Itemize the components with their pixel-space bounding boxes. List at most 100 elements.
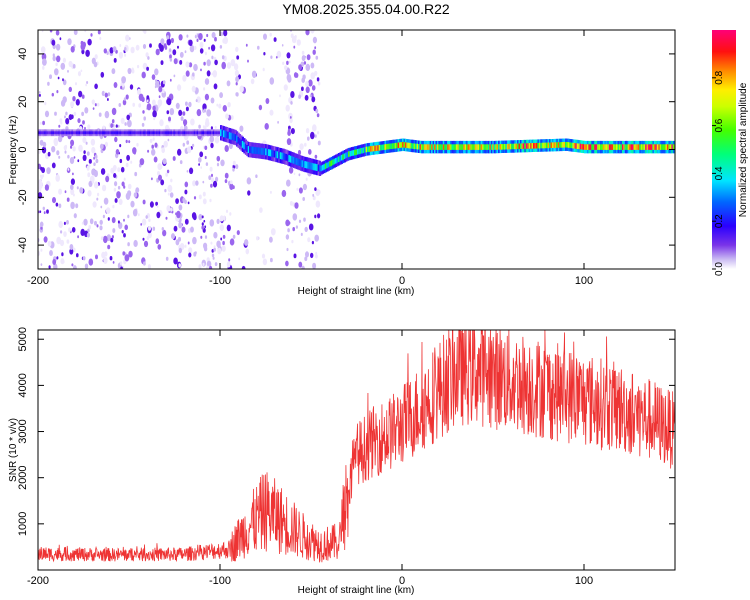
ridge-core bbox=[145, 131, 148, 135]
spectrogram-speckle bbox=[161, 88, 165, 94]
ridge-core bbox=[59, 131, 62, 135]
ridge-core bbox=[431, 144, 434, 150]
spectrogram-speckle bbox=[192, 236, 197, 245]
spectrogram-speckle bbox=[314, 46, 317, 50]
ridge-core bbox=[627, 144, 630, 150]
ridge-core bbox=[182, 131, 185, 135]
ridge-core bbox=[610, 144, 613, 150]
spectrogram-speckle bbox=[314, 214, 317, 219]
ridge-core bbox=[329, 161, 332, 167]
ridge-core bbox=[454, 144, 457, 150]
spectrogram-speckle bbox=[95, 158, 99, 164]
ridge-core bbox=[268, 149, 271, 156]
ridge-core bbox=[321, 164, 325, 171]
ridge-core bbox=[393, 143, 396, 149]
ridge-core bbox=[381, 144, 384, 151]
ridge-core bbox=[161, 131, 164, 135]
ridge-core bbox=[651, 144, 654, 150]
ridge-core bbox=[107, 131, 111, 135]
ridge-core bbox=[288, 155, 291, 162]
spectrogram-speckle bbox=[195, 99, 198, 103]
spectrogram-speckle bbox=[162, 80, 166, 85]
spectrogram-speckle bbox=[54, 68, 59, 76]
spectrogram-speckle bbox=[264, 123, 269, 130]
spectrogram-speckle bbox=[169, 54, 172, 59]
spectrogram-speckle bbox=[42, 120, 45, 126]
spectrogram-speckle bbox=[84, 107, 89, 114]
spectrogram-speckle bbox=[303, 217, 306, 222]
spectrogram-speckle bbox=[115, 124, 118, 128]
ridge-core bbox=[70, 131, 73, 135]
ridge-core bbox=[562, 142, 565, 148]
spectrogram-speckle bbox=[121, 181, 125, 187]
spectrogram-speckle bbox=[120, 166, 125, 173]
ridge-core bbox=[281, 152, 284, 160]
ridge-core bbox=[423, 144, 426, 150]
ridge-core bbox=[556, 142, 559, 148]
spectrogram-speckle bbox=[199, 41, 204, 49]
spectrogram-speckle bbox=[114, 136, 118, 143]
ridge-core bbox=[409, 142, 412, 149]
ridge-core bbox=[262, 148, 265, 155]
spectrogram-speckle bbox=[199, 151, 204, 158]
ridge-core bbox=[147, 131, 150, 135]
spectrogram-speckle bbox=[91, 146, 96, 154]
spectrogram-speckle bbox=[68, 60, 73, 68]
spectrogram-speckle bbox=[229, 238, 235, 246]
spectrogram-speckle bbox=[226, 62, 232, 69]
ridge-core bbox=[483, 144, 486, 150]
spectrogram-speckle bbox=[47, 151, 51, 157]
spectrogram-speckle bbox=[208, 46, 211, 50]
ridge-core bbox=[544, 142, 547, 149]
spectrogram-speckle bbox=[304, 256, 308, 262]
ridge-core bbox=[458, 144, 461, 150]
spectrogram-speckle bbox=[126, 114, 130, 121]
ridge-core bbox=[78, 131, 81, 135]
ridge-core bbox=[74, 131, 77, 135]
spectrogram-speckle bbox=[56, 236, 62, 245]
ridge-core bbox=[330, 160, 333, 166]
spectrogram-speckle bbox=[226, 224, 231, 232]
spectrogram-speckle bbox=[317, 140, 321, 146]
spectrogram-speckle bbox=[235, 92, 239, 97]
spectrogram-speckle bbox=[317, 81, 321, 86]
spectrogram-speckle bbox=[315, 108, 319, 114]
spectrogram-speckle bbox=[125, 34, 130, 42]
spectrogram-speckle bbox=[219, 45, 223, 49]
ridge-core bbox=[118, 131, 121, 135]
ridge-core bbox=[314, 163, 317, 171]
spectrogram-speckle bbox=[39, 139, 44, 146]
spectrogram-speckle bbox=[167, 192, 170, 196]
ridge-core bbox=[103, 131, 106, 135]
spectrogram-speckle bbox=[305, 63, 311, 71]
ridge-core bbox=[668, 144, 671, 150]
spectrogram-speckle bbox=[222, 240, 225, 246]
ridge-core bbox=[413, 143, 416, 150]
ridge-core bbox=[584, 144, 587, 150]
spectrogram-speckle bbox=[132, 209, 138, 217]
ridge-core bbox=[640, 144, 643, 150]
spectrogram-speckle bbox=[213, 83, 218, 90]
ridge-core bbox=[343, 153, 346, 159]
ridge-core bbox=[511, 143, 514, 150]
ridge-core bbox=[106, 131, 109, 135]
spectrogram-speckle bbox=[49, 30, 53, 33]
spectrogram-speckle bbox=[99, 219, 103, 225]
spectrogram-speckle bbox=[64, 190, 67, 194]
spectrogram-speckle bbox=[64, 144, 68, 149]
ridge-core bbox=[110, 131, 113, 135]
ridge-core bbox=[441, 144, 444, 150]
spectrogram-speckle bbox=[38, 148, 41, 154]
ridge-core bbox=[189, 131, 192, 135]
ridge-core bbox=[196, 131, 199, 135]
ridge-core bbox=[291, 156, 294, 164]
ridge-core bbox=[659, 144, 662, 150]
ridge-core bbox=[214, 131, 217, 135]
spectrogram-speckle bbox=[211, 55, 214, 60]
spectrogram-speckle bbox=[110, 237, 114, 243]
ridge-core bbox=[129, 131, 132, 135]
spectrogram-speckle bbox=[122, 251, 126, 256]
spectrogram-speckle bbox=[310, 72, 316, 80]
spectrogram-speckle bbox=[128, 250, 133, 258]
ridge-core bbox=[402, 141, 405, 148]
